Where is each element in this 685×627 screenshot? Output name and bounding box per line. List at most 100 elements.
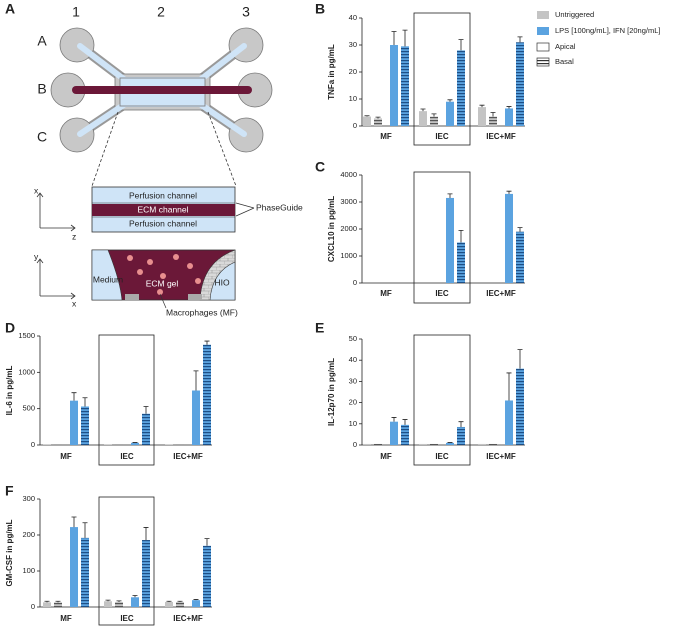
- bar-chart: D IL-6 in pg/mL 0 500 1000 1500 MF IEC IEC+MF: [5, 320, 212, 466]
- y-tick-label: 20: [349, 398, 357, 407]
- bar: [70, 527, 78, 607]
- error-bar: [364, 115, 370, 117]
- bar-chart: C CXCL10 in pg/mL 0 1000 2000 3000 4000 MF IEC IE…: [315, 159, 525, 304]
- highlight-box: [413, 12, 471, 146]
- channel-label: Perfusion channel: [129, 218, 197, 228]
- error-bar: [517, 349, 523, 369]
- bar: [81, 537, 89, 607]
- legend: Untriggered LPS [100ng/mL], IFN [20ng/mL]…: [536, 10, 660, 67]
- bar: [419, 111, 427, 126]
- x-tick-label: MF: [380, 289, 392, 298]
- y-tick-label: 40: [349, 13, 357, 22]
- legend-label: Untriggered: [555, 10, 594, 19]
- y-tick-label: 10: [349, 94, 357, 103]
- bar: [374, 118, 382, 126]
- error-bar: [458, 39, 464, 51]
- y-tick-label: 3000: [340, 197, 357, 206]
- bar: [192, 390, 200, 445]
- chip-diagram: A 1 2 3 A B C Perfusion channel ECM chan…: [5, 1, 303, 318]
- bar: [516, 42, 524, 126]
- bar: [478, 107, 486, 126]
- axis-label: y: [34, 251, 39, 261]
- bar: [176, 601, 184, 607]
- row-label: C: [37, 129, 47, 145]
- y-axis-label: IL-6 in pg/mL: [5, 366, 14, 416]
- error-bar: [105, 599, 111, 602]
- x-tick-label: IEC: [120, 614, 134, 623]
- x-tick-label: MF: [60, 452, 72, 461]
- y-tick-label: 1000: [340, 251, 357, 260]
- error-bar: [204, 538, 210, 546]
- error-bar: [447, 99, 453, 102]
- highlight-box: [413, 334, 471, 466]
- bar: [131, 597, 139, 607]
- bar: [430, 443, 438, 445]
- highlight-box: [98, 334, 155, 466]
- error-bar: [55, 600, 61, 603]
- bar-chart: E IL-12p70 in pg/mL 0 10 20 30 40 50 MF IEC IEC+MF: [315, 320, 525, 466]
- error-bar: [116, 600, 122, 602]
- bar: [516, 368, 524, 445]
- y-tick-label: 4000: [340, 170, 357, 179]
- x-tick-label: IEC+MF: [486, 452, 516, 461]
- legend-label: LPS [100ng/mL], IFN [20ng/mL]: [555, 26, 660, 35]
- top-view: Perfusion channel ECM channel Perfusion …: [34, 185, 303, 241]
- error-bar: [143, 527, 149, 541]
- error-bar: [391, 417, 397, 422]
- column-label: 2: [157, 4, 165, 20]
- bar-chart: B TNFa in pg/mL 0 10 20 30 40 MF IEC IEC+MF: [315, 1, 525, 146]
- error-bar: [177, 600, 183, 602]
- bar: [419, 443, 427, 445]
- bar: [505, 108, 513, 126]
- bar: [192, 600, 200, 607]
- error-bar: [479, 104, 485, 108]
- bar: [131, 442, 139, 445]
- bar: [430, 116, 438, 126]
- bar: [104, 601, 112, 607]
- zoom-line: [91, 111, 237, 187]
- error-bar: [402, 419, 408, 425]
- error-bar: [166, 600, 172, 602]
- bar: [363, 443, 371, 445]
- x-tick-label: MF: [380, 452, 392, 461]
- error-bar: [204, 340, 210, 345]
- bar: [390, 421, 398, 445]
- panel-letter: C: [315, 159, 325, 175]
- y-axis-label: GM-CSF in pg/mL: [5, 519, 14, 586]
- region-label: HIO: [214, 277, 230, 287]
- legend-label: Basal: [555, 57, 574, 66]
- y-tick-label: 0: [353, 278, 357, 287]
- error-bar: [193, 370, 199, 391]
- bar: [115, 601, 123, 607]
- bar: [489, 116, 497, 126]
- y-tick-label: 10: [349, 419, 357, 428]
- error-bar: [420, 108, 426, 112]
- chip: [50, 27, 273, 153]
- y-tick-label: 50: [349, 334, 357, 343]
- bar: [457, 50, 465, 126]
- bar: [457, 242, 465, 283]
- axis-label: x: [72, 298, 77, 308]
- x-tick-label: IEC+MF: [173, 614, 203, 623]
- row-label: B: [37, 81, 46, 97]
- region-label: ECM gel: [146, 278, 179, 288]
- y-tick-label: 0: [31, 440, 35, 449]
- error-bar: [71, 516, 77, 528]
- y-axis-label: CXCL10 in pg/mL: [327, 196, 336, 262]
- y-tick-label: 30: [349, 40, 357, 49]
- y-tick-label: 0: [353, 440, 357, 449]
- bar: [142, 413, 150, 445]
- y-tick-label: 30: [349, 376, 357, 385]
- bar: [457, 426, 465, 445]
- x-tick-label: MF: [60, 614, 72, 623]
- bar: [165, 601, 173, 607]
- bar: [446, 197, 454, 283]
- bar: [390, 45, 398, 126]
- y-tick-label: 1000: [18, 367, 35, 376]
- y-tick-label: 0: [353, 121, 357, 130]
- x-tick-label: IEC: [435, 289, 449, 298]
- bar: [505, 193, 513, 283]
- y-tick-label: 40: [349, 355, 357, 364]
- error-bar: [82, 397, 88, 407]
